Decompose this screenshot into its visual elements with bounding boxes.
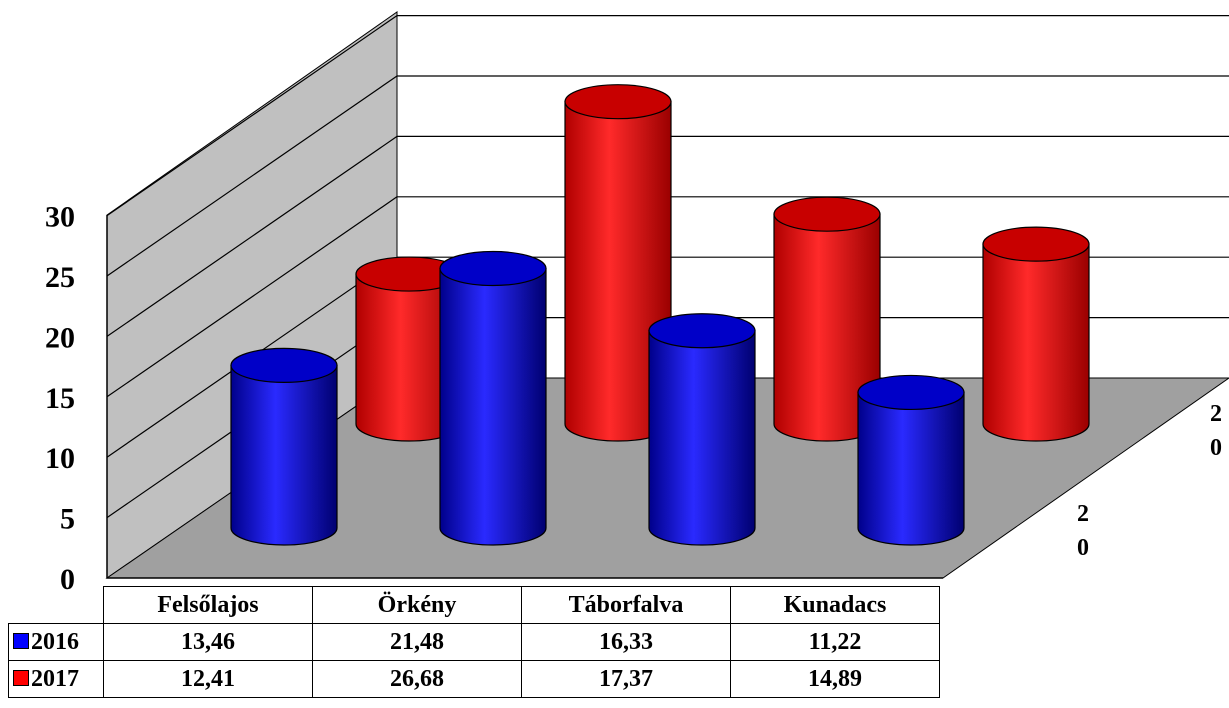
cylinder-2016-0 — [230, 347, 338, 546]
gridline-left-wall — [106, 75, 398, 277]
cylinder-2016-1 — [439, 250, 547, 546]
cylinder-top — [857, 374, 965, 411]
y-tick-label: 0 — [60, 563, 75, 596]
series-label-2017: 2017 — [31, 665, 79, 692]
gridlines — [106, 15, 1229, 519]
cylinder-body — [648, 330, 756, 546]
cylinder-2016-3 — [857, 374, 965, 546]
y-tick-label: 15 — [45, 382, 75, 415]
data-table-corner — [9, 587, 104, 624]
cylinder-top — [564, 84, 672, 120]
depth-tick-label: 2 — [1210, 401, 1222, 427]
depth-tick-label: 2 — [1077, 501, 1089, 527]
cylinder-body — [439, 267, 547, 546]
cylinder-2017-1 — [564, 84, 672, 442]
cylinder-body — [230, 364, 338, 546]
cylinder-body — [857, 391, 965, 546]
data-table-row-2016: 2016 13,46 21,48 16,33 11,22 — [8, 623, 940, 661]
y-tick-label: 30 — [45, 201, 75, 234]
y-tick-label: 5 — [60, 503, 75, 536]
y-tick-label: 25 — [45, 261, 75, 294]
cylinder-2017-0 — [355, 256, 463, 442]
y-tick-label: 20 — [45, 321, 75, 354]
data-table-row-2017: 2017 12,41 26,68 17,37 14,89 — [8, 660, 940, 698]
cylinder-body — [982, 243, 1090, 442]
data-table: Felsőlajos Örkény Táborfalva Kunadacs 20… — [8, 586, 940, 698]
cylinder-2016-2 — [648, 313, 756, 546]
y-tick-labels: 0 5 10 15 20 25 30 — [45, 201, 75, 596]
legend-key-2017 — [13, 669, 29, 686]
legend-key-2016 — [13, 632, 29, 649]
cylinder-2017-2 — [773, 196, 881, 442]
gridline-left-wall — [106, 15, 398, 217]
gridline-left-wall — [106, 196, 398, 398]
cylinder-top — [439, 250, 547, 287]
cylinder-top — [773, 196, 881, 232]
data-table-header-row: Felsőlajos Örkény Táborfalva Kunadacs — [9, 586, 940, 624]
value-2016-felsolajos: 13,46 — [103, 623, 313, 661]
value-2017-kunadacs: 14,89 — [730, 660, 940, 698]
series-label-2016: 2016 — [31, 628, 79, 655]
series-name-2016: 2016 — [8, 623, 104, 661]
gridline-left-wall — [106, 135, 398, 337]
cylinder-top — [648, 313, 756, 349]
value-2017-felsolajos: 12,41 — [103, 660, 313, 698]
cylinder-2017-3 — [982, 226, 1090, 442]
cylinder-top — [982, 226, 1090, 262]
depth-tick-label: 0 — [1210, 435, 1222, 461]
category-felsolajos: Felsőlajos — [103, 586, 313, 624]
y-tick-label: 10 — [45, 442, 75, 475]
value-2016-kunadacs: 11,22 — [730, 623, 940, 661]
depth-tick-label: 0 — [1077, 535, 1089, 561]
value-2016-orkeny: 21,48 — [312, 623, 522, 661]
category-taborfalva: Táborfalva — [521, 586, 731, 624]
value-2017-orkeny: 26,68 — [312, 660, 522, 698]
cylinder-top — [230, 347, 338, 384]
series-name-2017: 2017 — [8, 660, 104, 698]
value-2017-taborfalva: 17,37 — [521, 660, 731, 698]
cylinders — [230, 84, 1090, 546]
category-kunadacs: Kunadacs — [730, 586, 940, 624]
value-2016-taborfalva: 16,33 — [521, 623, 731, 661]
category-orkeny: Örkény — [312, 586, 522, 624]
